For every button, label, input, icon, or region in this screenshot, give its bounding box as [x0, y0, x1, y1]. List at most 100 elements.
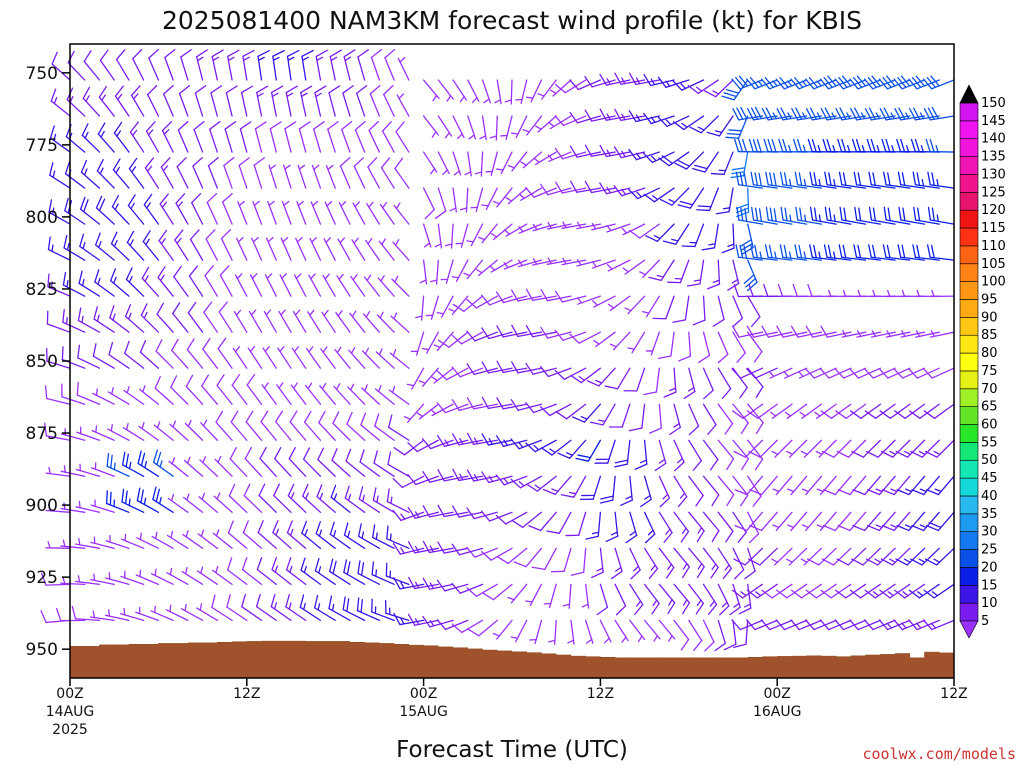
wind-barb — [124, 340, 145, 369]
wind-barb — [546, 222, 572, 230]
wind-barb — [915, 330, 940, 338]
wind-barb — [714, 619, 726, 652]
wind-barb — [287, 483, 307, 513]
wind-barb — [376, 311, 395, 333]
wind-barb — [207, 156, 219, 189]
wind-barb — [881, 511, 911, 532]
wind-barb — [897, 171, 926, 189]
wind-barb — [444, 223, 454, 249]
wind-barb — [911, 475, 940, 496]
wind-barb — [481, 396, 513, 410]
wind-barb — [349, 310, 366, 333]
wind-barb — [540, 289, 572, 302]
wind-barb — [749, 511, 778, 532]
wind-barb — [732, 403, 764, 419]
wind-barb — [522, 115, 543, 136]
wind-barb — [451, 259, 469, 282]
wind-barb — [234, 273, 248, 297]
colorbar-swatch — [959, 442, 979, 461]
wind-barb — [91, 425, 115, 441]
wind-barb — [913, 206, 940, 225]
wind-barb — [216, 374, 233, 405]
wind-barb — [594, 439, 616, 464]
wind-barb — [375, 348, 395, 369]
wind-barb — [495, 291, 528, 304]
wind-barb — [929, 289, 955, 298]
wind-barb — [256, 556, 277, 585]
wind-barb — [805, 107, 837, 121]
wind-barb — [289, 410, 307, 441]
wind-barb — [539, 365, 572, 378]
wind-barb — [925, 511, 955, 532]
wind-barb — [731, 583, 764, 599]
wind-barb — [658, 619, 676, 642]
wind-barb — [777, 283, 808, 298]
wind-barb — [172, 302, 189, 333]
wind-barb — [359, 449, 381, 477]
colorbar-label: 30 — [981, 525, 998, 540]
wind-barb — [451, 543, 484, 556]
wind-barb — [79, 196, 101, 225]
colorbar-label: 135 — [981, 150, 1006, 165]
wind-barb — [334, 346, 351, 369]
wind-barb — [455, 223, 469, 248]
wind-barb — [555, 403, 587, 420]
wind-barb — [822, 475, 852, 496]
wind-barb — [794, 171, 823, 189]
wind-barb — [383, 84, 395, 117]
wind-barb — [61, 383, 86, 405]
wind-barb — [434, 223, 443, 249]
wind-barb — [526, 475, 557, 492]
wind-barb — [481, 433, 513, 446]
wind-barb — [262, 345, 277, 369]
wind-barb — [138, 385, 160, 405]
wind-barb — [570, 180, 602, 193]
wind-barb — [717, 511, 734, 543]
wind-barb — [481, 361, 513, 374]
wind-barb — [467, 619, 498, 637]
wind-barb — [46, 347, 71, 369]
x-tick-label: 12Z — [233, 686, 260, 702]
wind-barb — [104, 609, 130, 622]
wind-barb — [776, 107, 808, 121]
wind-barb — [373, 450, 395, 477]
wind-barb — [629, 619, 646, 643]
wind-barb — [733, 439, 764, 458]
wind-barb — [94, 269, 115, 297]
wind-barb — [275, 410, 292, 441]
wind-barb — [599, 475, 616, 504]
wind-barb — [152, 486, 174, 513]
wind-barb — [452, 468, 484, 482]
wind-barb — [466, 330, 498, 342]
wind-barb — [643, 187, 675, 203]
wind-barb — [286, 49, 300, 81]
wind-barb — [144, 157, 160, 189]
colorbar-label: 65 — [981, 400, 998, 415]
wind-barb — [673, 511, 690, 543]
wind-barb — [64, 161, 86, 189]
wind-barb — [105, 572, 130, 585]
wind-barb — [702, 367, 714, 400]
wind-barb — [394, 157, 410, 189]
colorbar-swatch — [959, 459, 979, 479]
wind-barb — [723, 619, 737, 651]
wind-barb — [367, 157, 381, 189]
wind-barb — [416, 403, 439, 420]
wind-barb — [779, 171, 808, 189]
wind-barb — [395, 121, 410, 153]
wind-barb — [75, 463, 101, 477]
wind-barb — [678, 331, 692, 362]
wind-barb — [702, 619, 715, 652]
wind-barb — [322, 273, 336, 297]
wind-barb — [481, 79, 492, 104]
wind-barb — [452, 79, 468, 103]
wind-barb — [425, 295, 439, 320]
wind-barb — [279, 273, 292, 297]
wind-barb — [579, 475, 602, 501]
y-tick-label: 800 — [26, 208, 58, 228]
wind-barb — [518, 187, 543, 201]
wind-barb — [180, 603, 204, 622]
wind-barb — [840, 289, 867, 298]
wind-barb — [496, 397, 528, 410]
wind-barb — [436, 619, 469, 631]
